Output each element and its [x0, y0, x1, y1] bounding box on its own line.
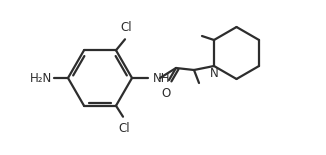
- Text: N: N: [210, 67, 218, 80]
- Text: O: O: [161, 87, 170, 100]
- Text: Cl: Cl: [118, 122, 130, 135]
- Text: H₂N: H₂N: [30, 71, 52, 84]
- Text: Cl: Cl: [120, 21, 132, 34]
- Text: NH: NH: [153, 71, 170, 84]
